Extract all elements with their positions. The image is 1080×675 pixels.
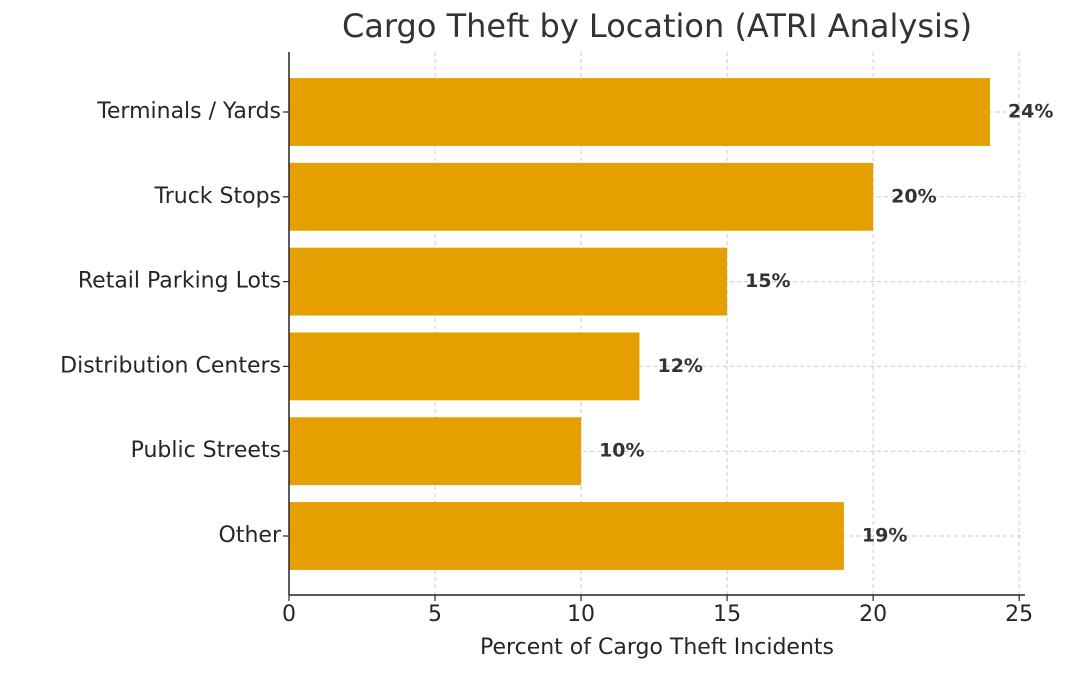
value-label: 24%: [1008, 101, 1053, 123]
y-tick-label: Distribution Centers: [60, 353, 281, 378]
x-tick-label: 10: [567, 602, 595, 627]
value-label: 20%: [891, 185, 936, 207]
bar: [289, 417, 582, 486]
value-label: 12%: [657, 355, 702, 377]
y-tick-label: Public Streets: [131, 438, 281, 463]
y-tick-label: Terminals / Yards: [96, 99, 281, 124]
y-tick-label: Other: [219, 523, 282, 548]
x-tick-label: 5: [428, 602, 442, 627]
x-tick-label: 15: [713, 602, 741, 627]
bar: [289, 247, 728, 316]
value-label: 15%: [745, 270, 790, 292]
x-axis-label: Percent of Cargo Theft Incidents: [480, 635, 834, 660]
bar: [289, 332, 640, 401]
x-tick-label: 25: [1005, 602, 1033, 627]
bar: [289, 502, 844, 570]
x-tick-label: 20: [859, 602, 887, 627]
x-tick-label: 0: [282, 602, 296, 627]
y-tick-label: Truck Stops: [154, 184, 282, 209]
y-tick-label: Retail Parking Lots: [78, 269, 281, 294]
value-label: 10%: [599, 440, 644, 462]
value-label: 19%: [862, 525, 907, 547]
bar: [289, 162, 874, 231]
chart-title: Cargo Theft by Location (ATRI Analysis): [342, 7, 972, 45]
bar: [289, 78, 990, 146]
